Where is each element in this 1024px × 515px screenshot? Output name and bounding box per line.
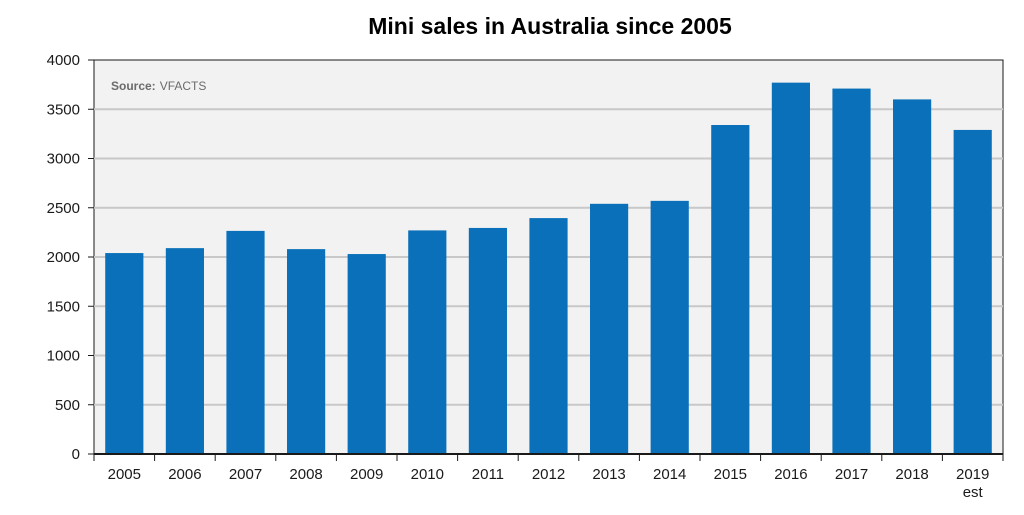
bar-2014 bbox=[650, 200, 689, 454]
x-tick-label: 2018 bbox=[895, 466, 928, 483]
bar-2012 bbox=[529, 218, 568, 454]
x-tick-label: 2017 bbox=[835, 466, 868, 483]
bar-2013 bbox=[590, 203, 629, 454]
source-value: VFACTS bbox=[160, 79, 207, 93]
x-tick-label: 2016 bbox=[774, 466, 807, 483]
y-tick-label: 500 bbox=[55, 397, 80, 414]
bar-2016 bbox=[771, 82, 810, 454]
y-tick-label: 3000 bbox=[47, 151, 80, 168]
bar-series bbox=[105, 82, 992, 455]
y-tick-label: 3500 bbox=[47, 101, 80, 118]
bar-2015 bbox=[711, 125, 750, 454]
source-note: Source: VFACTS bbox=[111, 79, 206, 93]
x-tick-label: 2014 bbox=[653, 466, 686, 483]
y-tick-label: 2000 bbox=[47, 249, 80, 266]
bar-2009 bbox=[347, 254, 386, 454]
bar-2019 bbox=[953, 129, 992, 454]
y-tick-label: 1500 bbox=[47, 298, 80, 315]
x-tick-label: 2019 bbox=[956, 466, 989, 483]
bar-2018 bbox=[893, 99, 932, 455]
bar-2017 bbox=[832, 88, 871, 454]
chart-title: Mini sales in Australia since 2005 bbox=[368, 13, 732, 39]
x-tick-sublabel: est bbox=[963, 484, 984, 501]
bar-2006 bbox=[165, 248, 204, 454]
x-tick-label: 2010 bbox=[411, 466, 444, 483]
bar-2011 bbox=[468, 227, 507, 454]
y-tick-label: 1000 bbox=[47, 348, 80, 365]
x-tick-label: 2012 bbox=[532, 466, 565, 483]
y-axis-ticks: 0 500 1000 1500 2000 2500 3000 3500 4000 bbox=[47, 52, 94, 463]
x-tick-label: 2007 bbox=[229, 466, 262, 483]
x-tick-label: 2015 bbox=[714, 466, 747, 483]
x-tick-label: 2006 bbox=[168, 466, 201, 483]
y-tick-label: 0 bbox=[72, 446, 80, 463]
y-tick-label: 4000 bbox=[47, 52, 80, 69]
x-tick-label: 2011 bbox=[472, 466, 504, 483]
bar-2007 bbox=[226, 230, 265, 454]
x-tick-label: 2005 bbox=[108, 466, 141, 483]
x-tick-label: 2013 bbox=[592, 466, 625, 483]
x-tick-label: 2008 bbox=[289, 466, 322, 483]
source-label: Source: bbox=[111, 79, 156, 93]
x-tick-label: 2009 bbox=[350, 466, 383, 483]
bar-2005 bbox=[105, 253, 144, 454]
bar-2010 bbox=[408, 230, 447, 454]
y-tick-label: 2500 bbox=[47, 200, 80, 217]
bar-2008 bbox=[287, 249, 326, 454]
x-axis-ticks: 2005 2006 2007 2008 2009 2010 2011 2012 2013 2014… bbox=[93, 454, 1004, 501]
